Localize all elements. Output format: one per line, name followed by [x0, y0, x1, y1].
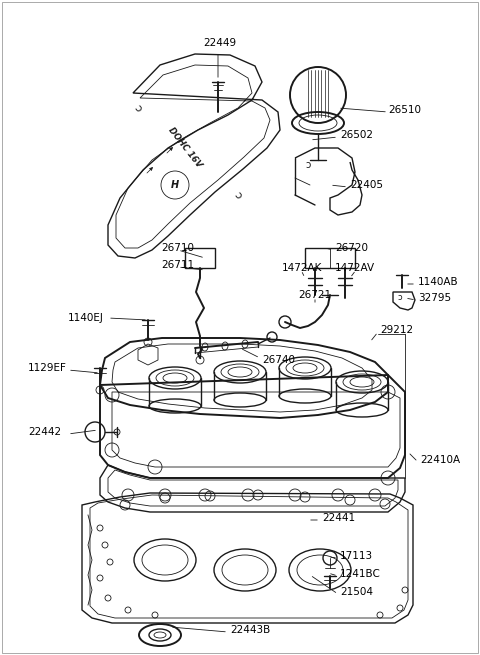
- Text: 26740: 26740: [262, 355, 295, 365]
- Text: ɔ: ɔ: [132, 102, 144, 113]
- Text: ɔ: ɔ: [398, 293, 402, 301]
- Text: 22410A: 22410A: [420, 455, 460, 465]
- Text: 1140AB: 1140AB: [418, 277, 458, 287]
- Text: ɔ: ɔ: [305, 160, 311, 170]
- Text: 29212: 29212: [380, 325, 413, 335]
- Text: ɔ: ɔ: [232, 189, 244, 200]
- Text: 22449: 22449: [204, 38, 237, 48]
- Text: 22442: 22442: [28, 427, 61, 437]
- Text: 32795: 32795: [418, 293, 451, 303]
- Text: 1241BC: 1241BC: [340, 569, 381, 579]
- Text: 17113: 17113: [340, 551, 373, 561]
- Text: 21504: 21504: [340, 587, 373, 597]
- Text: 26721: 26721: [299, 290, 332, 300]
- Text: 1129EF: 1129EF: [28, 363, 67, 373]
- Text: 22443B: 22443B: [230, 625, 270, 635]
- Text: 1140EJ: 1140EJ: [68, 313, 104, 323]
- Text: 26502: 26502: [340, 130, 373, 140]
- Text: 1472AK: 1472AK: [282, 263, 322, 273]
- Text: 22405: 22405: [350, 180, 383, 190]
- Text: DOHC 16V: DOHC 16V: [167, 126, 204, 170]
- Text: 1472AV: 1472AV: [335, 263, 375, 273]
- Text: 26710: 26710: [161, 243, 194, 253]
- Text: 26510: 26510: [388, 105, 421, 115]
- Text: 26711: 26711: [161, 260, 194, 270]
- Text: 22441: 22441: [322, 513, 355, 523]
- Text: 26720: 26720: [335, 243, 368, 253]
- Text: H: H: [171, 180, 179, 190]
